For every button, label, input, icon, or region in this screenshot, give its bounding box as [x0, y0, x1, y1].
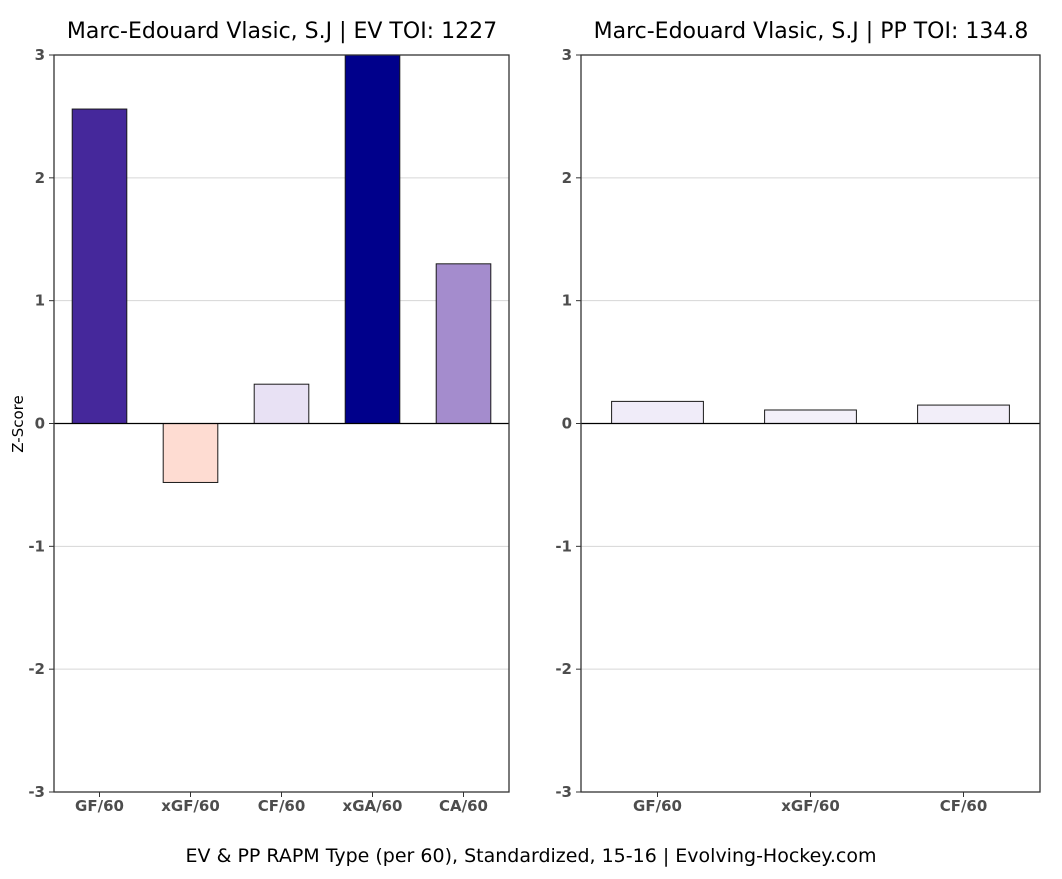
ev-bar-cf-60 [253, 383, 310, 424]
pp-x-tick-label: CF/60 [940, 797, 988, 815]
pp-y-tick-label: -1 [555, 537, 572, 555]
pp-y-tick-label: 1 [562, 292, 572, 310]
ev-y-tick-label: 2 [35, 169, 45, 187]
ev-x-tick-label: xGF/60 [161, 797, 220, 815]
ev-x-tick-label: CA/60 [439, 797, 488, 815]
pp-y-tick-label: 0 [562, 415, 572, 433]
pp-panel: -3 -2 -1 0 1 2 3 GF/60 xGF/60 CF/60 [555, 46, 1041, 815]
ev-panel-border [53, 54, 510, 793]
pp-panel-border [580, 54, 1041, 793]
pp-panel-title: Marc-Edouard Vlasic, S.J | PP TOI: 134.8 [594, 19, 1029, 44]
pp-y-tick-label: 3 [562, 46, 572, 64]
ev-bar-xgf-60 [162, 423, 219, 483]
ev-y-tick-label: -2 [28, 660, 45, 678]
ev-x-tick-label: xGA/60 [343, 797, 403, 815]
pp-bar-gf-60 [611, 400, 704, 425]
y-axis-label: Z-Score [9, 395, 27, 452]
ev-x-tick-label: CF/60 [258, 797, 306, 815]
pp-x-tick-label: xGF/60 [781, 797, 840, 815]
pp-bar-xgf-60 [764, 409, 857, 425]
ev-x-tick-label: GF/60 [75, 797, 124, 815]
ev-y-tick-label: 3 [35, 46, 45, 64]
ev-panel-title: Marc-Edouard Vlasic, S.J | EV TOI: 1227 [67, 19, 497, 44]
chart-caption: EV & PP RAPM Type (per 60), Standardized… [186, 845, 877, 867]
ev-bar-xga-60 [344, 54, 401, 424]
ev-y-tick-label: 0 [35, 415, 45, 433]
ev-y-tick-label: 1 [35, 292, 45, 310]
ev-bar-ca-60 [435, 263, 492, 425]
pp-y-tick-label: -3 [555, 783, 572, 801]
pp-bar-cf-60 [917, 404, 1010, 425]
pp-y-tick-label: -2 [555, 660, 572, 678]
pp-x-tick-label: GF/60 [633, 797, 682, 815]
ev-y-tick-label: -1 [28, 537, 45, 555]
ev-y-tick-label: -3 [28, 783, 45, 801]
ev-bar-gf-60 [71, 108, 128, 425]
pp-y-tick-label: 2 [562, 169, 572, 187]
ev-panel: -3 -2 -1 0 1 2 3 GF/60 xGF/60 CF/60 xGA/60 CA/60 [28, 46, 510, 815]
